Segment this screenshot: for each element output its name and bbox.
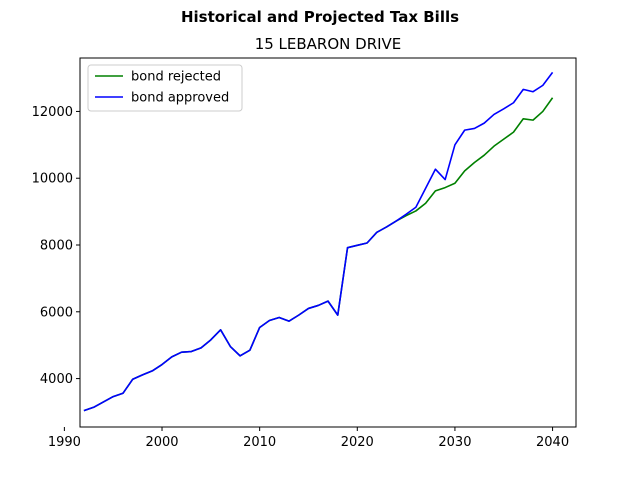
- y-tick-label: 10000: [32, 172, 73, 187]
- y-tick-label: 6000: [40, 305, 73, 320]
- axes-frame: [79, 57, 577, 428]
- x-tick-label: 2040: [536, 435, 569, 450]
- x-tick-label: 1990: [48, 435, 81, 450]
- legend-box: [87, 64, 243, 112]
- plot-area: [83, 71, 554, 412]
- chart-title: 15 LEBARON DRIVE: [255, 35, 402, 53]
- legend-label-1: bond approved: [131, 91, 229, 106]
- x-tick-label: 2010: [243, 435, 276, 450]
- x-axis: 1990 2000 2010 2020 2030 2040: [48, 427, 569, 450]
- legend-label-0: bond rejected: [131, 70, 221, 85]
- x-tick-label: 2030: [438, 435, 471, 450]
- y-tick-label: 4000: [40, 372, 73, 387]
- series-line-0: [83, 97, 554, 412]
- y-axis: 4000 6000 8000 10000 12000: [32, 105, 80, 387]
- legend: bond rejected bond approved: [87, 64, 243, 112]
- x-tick-label: 2000: [145, 435, 178, 450]
- x-tick-label: 2020: [341, 435, 374, 450]
- series-line-1: [83, 71, 554, 412]
- y-tick-label: 8000: [40, 239, 73, 254]
- y-tick-label: 12000: [32, 105, 73, 120]
- chart-suptitle: Historical and Projected Tax Bills: [181, 8, 459, 26]
